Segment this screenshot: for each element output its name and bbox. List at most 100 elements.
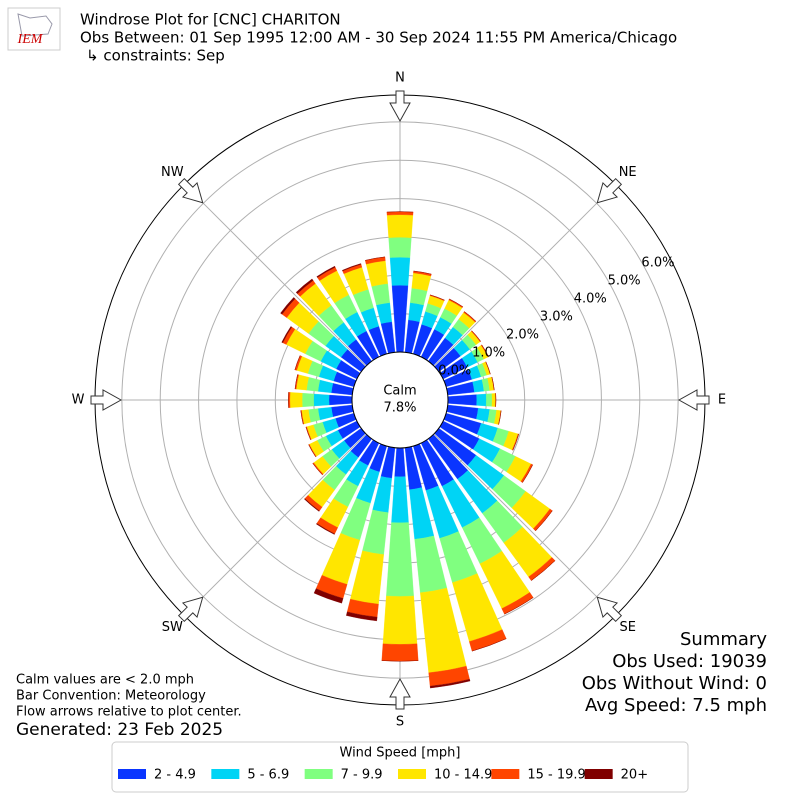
legend-swatch: [118, 769, 146, 779]
y-tick-label: 2.0%: [506, 327, 539, 342]
bar-segment: [481, 344, 489, 357]
calm-circle: [351, 351, 449, 449]
bar-segment: [295, 278, 314, 294]
bar-segment: [429, 679, 471, 689]
bar-segment: [313, 588, 344, 604]
logo-map: [17, 13, 53, 37]
bar-segment: [386, 522, 414, 597]
bar-segment: [316, 265, 336, 278]
bar-segment: [485, 393, 493, 407]
flow-arrow-shape: [389, 677, 411, 710]
flow-arrow-shape: [596, 596, 623, 623]
flow-arrow: [90, 389, 123, 411]
bar-segment: [376, 302, 392, 324]
bar-segment: [535, 510, 553, 531]
x-tick-label: N: [395, 71, 405, 86]
x-tick-label: NW: [161, 165, 184, 180]
flow-arrow-shape: [677, 389, 710, 411]
grid-spoke: [183, 433, 367, 617]
flow-arrow: [596, 596, 623, 623]
summary-line: Obs Without Wind: 0: [582, 673, 767, 694]
bar-segment: [280, 297, 296, 315]
flow-arrow: [596, 177, 623, 204]
bar-segment: [317, 407, 334, 421]
bar-segment: [411, 272, 432, 292]
bar-segment: [317, 379, 334, 393]
x-tick-label: W: [72, 393, 85, 408]
logo-frame: [7, 7, 61, 51]
bar-segment: [281, 326, 293, 344]
bar-segment: [313, 393, 330, 407]
bar-segment: [381, 643, 419, 662]
flow-arrow: [389, 90, 411, 123]
y-tick-label: 1.0%: [472, 345, 505, 360]
y-tick-label: 4.0%: [574, 291, 607, 306]
bar-segment: [301, 393, 315, 407]
bar-segment: [386, 214, 414, 238]
note: Bar Convention: Meteorology: [16, 689, 206, 704]
bar-segment: [386, 211, 414, 216]
flow-arrow-shape: [90, 389, 123, 411]
bar-segment: [304, 498, 320, 512]
bar-segment: [316, 523, 335, 535]
legend-swatch: [211, 769, 240, 779]
y-tick-label: 0.0%: [438, 363, 471, 378]
bar-segment: [476, 393, 487, 407]
legend-label: 20+: [621, 768, 648, 783]
y-tick-label: 5.0%: [608, 273, 641, 288]
bar-segment: [394, 447, 406, 477]
bar-segment: [342, 263, 362, 272]
bar-segment: [289, 392, 303, 408]
summary-line: Obs Used: 19039: [612, 651, 767, 672]
generated: Generated: 23 Feb 2025: [16, 720, 223, 740]
flow-arrow: [177, 596, 204, 623]
bar-segment: [312, 463, 323, 476]
legend-frame: [111, 741, 689, 793]
bar-segment: [408, 302, 424, 322]
flow-arrow-shape: [177, 177, 204, 204]
bar-segment: [388, 237, 412, 258]
bar-segment: [491, 393, 496, 407]
x-tick-label: NE: [619, 165, 637, 180]
chart-subtitle: Obs Between: 01 Sep 1995 12:00 AM - 30 S…: [80, 29, 677, 47]
bar-segment: [306, 377, 321, 392]
bar-segment: [389, 257, 411, 286]
summary-title: Summary: [680, 629, 767, 650]
grid-spoke: [433, 433, 617, 617]
flow-arrow: [177, 177, 204, 204]
legend-swatch: [304, 769, 333, 779]
legend-label: 7 - 9.9: [341, 768, 383, 783]
legend-label: 2 - 4.9: [154, 768, 196, 783]
logo: IEM: [7, 7, 61, 51]
bar-segment: [365, 260, 388, 287]
bar-segment: [410, 288, 428, 306]
bar-segment: [321, 533, 360, 585]
bar-segment: [504, 597, 534, 615]
legend-swatch: [398, 769, 426, 779]
bar-segment: [522, 464, 533, 483]
x-tick-label: E: [718, 393, 726, 408]
bar-segment: [447, 394, 477, 406]
calm-value: 7.8%: [383, 401, 416, 416]
bar-segment: [391, 285, 409, 353]
legend-swatch: [491, 769, 520, 779]
bar-segment: [391, 476, 409, 523]
bar-segment: [476, 408, 490, 423]
y-tick-label: 6.0%: [641, 255, 674, 270]
x-tick-label: SW: [162, 620, 183, 635]
flow-arrow: [389, 677, 411, 710]
summary-line: Avg Speed: 7.5 mph: [585, 695, 767, 716]
constraints: ↳ constraints: Sep: [86, 47, 225, 65]
y-tick-label: 3.0%: [540, 309, 573, 324]
calm-label: Calm: [383, 384, 416, 399]
note: Flow arrows relative to plot center.: [16, 705, 242, 720]
x-tick-label: S: [396, 715, 404, 730]
legend-swatch: [584, 769, 613, 779]
flow-arrow-shape: [596, 177, 623, 204]
legend-label: 15 - 19.9: [527, 768, 585, 783]
bar-segment: [346, 611, 378, 622]
flow-arrow: [677, 389, 710, 411]
legend-label: 5 - 6.9: [247, 768, 289, 783]
flow-arrow-shape: [389, 90, 411, 123]
